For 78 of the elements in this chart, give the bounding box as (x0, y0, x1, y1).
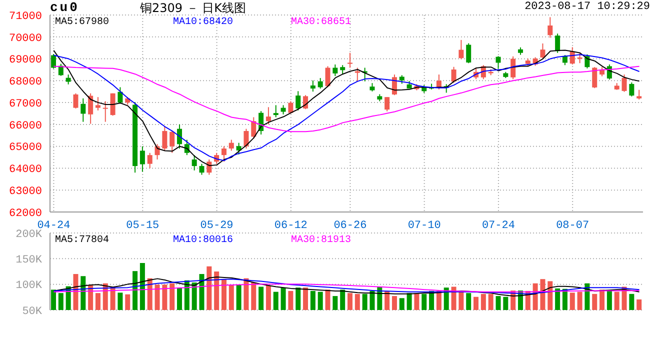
candlestick (622, 74, 627, 92)
chart-title: 铜2309 － 日K线图 (140, 0, 246, 17)
candlestick (236, 142, 242, 155)
candlestick (221, 146, 226, 162)
candlestick (555, 33, 560, 54)
candlestick (318, 78, 323, 90)
candlestick (162, 126, 168, 152)
y-tick-label: 67000 (8, 98, 42, 110)
candlestick (303, 94, 308, 110)
text: MA10:68420 (173, 17, 234, 28)
candlestick (266, 106, 271, 125)
x-tick-label: 05-15 (126, 220, 160, 232)
y-tick-label: 68000 (8, 76, 42, 89)
candlestick (466, 42, 472, 64)
candlestick (636, 89, 642, 100)
line-series (53, 284, 640, 292)
candlestick (348, 52, 352, 68)
candlestick (332, 64, 338, 77)
candlestick (140, 146, 145, 172)
y-tick-label: 64000 (8, 164, 42, 176)
y-tick-label: 50K (22, 306, 42, 318)
y-tick-label: 70000 (8, 32, 42, 45)
candlestick (228, 139, 234, 152)
candlestick (458, 39, 464, 60)
candlestick (496, 56, 501, 70)
y-tick-label: 200K (16, 228, 42, 241)
candlestick (577, 52, 582, 64)
candlestick (296, 90, 301, 111)
candlestick (170, 130, 175, 154)
y-tick-label: 63000 (8, 186, 42, 198)
candlestick (273, 104, 278, 118)
candlestick (147, 152, 152, 169)
y-tick-label: 62000 (8, 208, 42, 220)
y-tick-label: 150K (16, 254, 42, 267)
y-tick-label: 66000 (8, 120, 42, 132)
candlestick (177, 124, 182, 150)
candlestick (629, 82, 634, 97)
y-tick-label: 69000 (8, 54, 42, 67)
x-tick-label: 07-24 (482, 220, 516, 232)
candlestick (88, 92, 94, 124)
candlestick (288, 100, 294, 114)
text: MA30:81913 (291, 235, 352, 246)
candlestick (510, 56, 516, 80)
candlestick (118, 86, 123, 104)
candlestick (548, 16, 553, 38)
text: cu0 (50, 0, 80, 15)
y-tick-label: 100K (16, 280, 42, 292)
text: MA30:68651 (291, 17, 352, 28)
candlestick (95, 96, 100, 111)
candlestick (110, 92, 116, 116)
candlestick (80, 98, 86, 122)
candlestick (325, 66, 330, 88)
x-tick-label: 05-29 (200, 220, 234, 232)
text: MA5:77804 (55, 235, 110, 246)
text: MA10:80016 (173, 235, 234, 246)
y-tick-label: 71000 (8, 10, 42, 23)
candlestick (102, 100, 108, 122)
candlestick (199, 163, 204, 176)
text: MA5:67980 (55, 17, 110, 28)
candlestick (540, 42, 546, 59)
candlestick (206, 158, 212, 176)
x-tick-label: 06-26 (334, 220, 367, 232)
candlestick (451, 66, 456, 84)
candlestick (310, 80, 316, 92)
text: 2023-08-17 10:29:29 (524, 1, 650, 13)
candlestick (192, 154, 197, 171)
candlestick (436, 74, 442, 90)
candlestick (73, 92, 78, 109)
candlestick (592, 66, 598, 89)
candlestick (384, 96, 390, 112)
y-tick-label: 65000 (8, 142, 42, 154)
candlestick (51, 53, 56, 70)
candlestick (244, 128, 249, 150)
x-tick-label: 06-12 (274, 220, 308, 232)
x-tick-label: 08-07 (556, 220, 590, 232)
candlestick (66, 74, 71, 85)
candlestick (354, 67, 360, 82)
x-tick-label: 07-10 (408, 220, 441, 232)
